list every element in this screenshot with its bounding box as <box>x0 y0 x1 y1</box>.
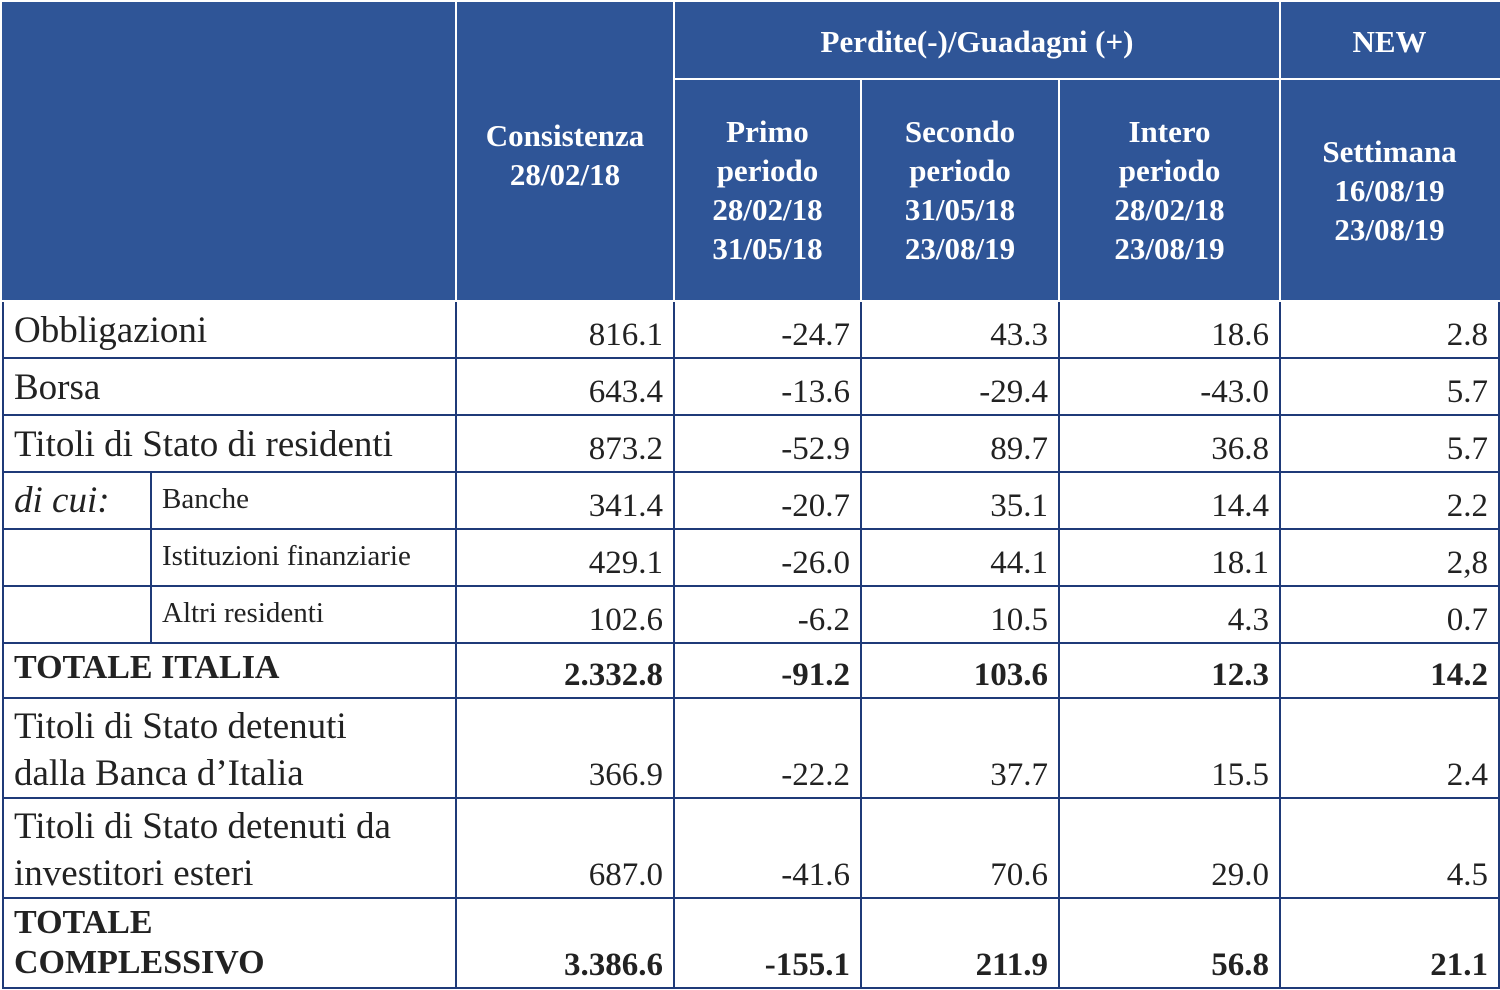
value-consistenza: 2.332.8 <box>455 642 675 699</box>
header-corner <box>2 2 457 302</box>
value-consistenza: 816.1 <box>455 300 675 359</box>
value-secondo: 35.1 <box>860 471 1060 530</box>
value-primo: -26.0 <box>673 528 862 587</box>
row-label: Titoli di Stato detenuti dalla Banca d’It… <box>2 697 457 799</box>
value-intero: 56.8 <box>1057 897 1282 989</box>
value-intero: 18.6 <box>1057 300 1282 359</box>
value-primo: -52.9 <box>673 414 862 473</box>
value-settimana: 2.8 <box>1279 300 1500 359</box>
row-label: Borsa <box>2 357 457 416</box>
table-row: Obbligazioni 816.1 -24.7 43.3 18.6 2.8 <box>2 300 1500 359</box>
table-row: Titoli di Stato detenuti da investitori e… <box>2 797 1500 899</box>
value-primo: -41.6 <box>673 797 862 899</box>
row-label: Titoli di Stato detenuti da investitori e… <box>2 797 457 899</box>
value-consistenza: 687.0 <box>455 797 675 899</box>
value-secondo: 37.7 <box>860 697 1060 799</box>
empty-cell <box>2 585 152 644</box>
value-intero: 15.5 <box>1057 697 1282 799</box>
value-settimana: 5.7 <box>1279 357 1500 416</box>
header-settimana: Settimana 16/08/19 23/08/19 <box>1279 78 1500 302</box>
value-primo: -6.2 <box>673 585 862 644</box>
value-consistenza: 341.4 <box>455 471 675 530</box>
value-intero: 12.3 <box>1057 642 1282 699</box>
value-intero: 14.4 <box>1057 471 1282 530</box>
value-consistenza: 643.4 <box>455 357 675 416</box>
value-settimana: 5.7 <box>1279 414 1500 473</box>
value-secondo: 70.6 <box>860 797 1060 899</box>
table-row: Titoli di Stato detenuti dalla Banca d’It… <box>2 697 1500 799</box>
table-row: Borsa 643.4 -13.6 -29.4 -43.0 5.7 <box>2 357 1500 416</box>
table-row: Titoli di Stato di residenti 873.2 -52.9… <box>2 414 1500 473</box>
value-secondo: -29.4 <box>860 357 1060 416</box>
row-label: TOTALE ITALIA <box>2 642 457 699</box>
value-secondo: 10.5 <box>860 585 1060 644</box>
value-settimana: 2,8 <box>1279 528 1500 587</box>
value-primo: -13.6 <box>673 357 862 416</box>
row-label: TOTALE COMPLESSIVO <box>2 897 457 989</box>
header-secondo-periodo: Secondo periodo 31/05/18 23/08/19 <box>860 78 1060 302</box>
value-intero: 36.8 <box>1057 414 1282 473</box>
value-consistenza: 3.386.6 <box>455 897 675 989</box>
value-consistenza: 102.6 <box>455 585 675 644</box>
value-primo: -91.2 <box>673 642 862 699</box>
row-label: Obbligazioni <box>2 300 457 359</box>
row-prefix-di-cui: di cui: <box>2 471 152 530</box>
value-settimana: 4.5 <box>1279 797 1500 899</box>
header-perdite-guadagni: Perdite(-)/Guadagni (+) <box>672 2 1282 80</box>
header-primo-periodo: Primo periodo 28/02/18 31/05/18 <box>673 78 862 302</box>
header-row-2: Primo periodo 28/02/18 31/05/18 Secondo peri… <box>3 78 1500 302</box>
value-secondo: 103.6 <box>860 642 1060 699</box>
value-consistenza: 366.9 <box>455 697 675 799</box>
value-consistenza: 429.1 <box>455 528 675 587</box>
header-row-1: Consistenza 28/02/18 Perdite(-)/Guadagni … <box>2 2 1500 302</box>
value-settimana: 0.7 <box>1279 585 1500 644</box>
value-primo: -155.1 <box>673 897 862 989</box>
value-settimana: 2.2 <box>1279 471 1500 530</box>
value-intero: 18.1 <box>1057 528 1282 587</box>
value-secondo: 43.3 <box>860 300 1060 359</box>
value-primo: -22.2 <box>673 697 862 799</box>
table-row: Istituzioni finanziarie 429.1 -26.0 44.1… <box>2 528 1500 587</box>
value-primo: -20.7 <box>673 471 862 530</box>
header-new: NEW <box>1279 2 1500 80</box>
value-intero: 29.0 <box>1057 797 1282 899</box>
value-consistenza: 873.2 <box>455 414 675 473</box>
table-row-grand-total: TOTALE COMPLESSIVO 3.386.6 -155.1 211.9 5… <box>2 897 1500 989</box>
row-label: Istituzioni finanziarie <box>150 528 457 587</box>
value-primo: -24.7 <box>673 300 862 359</box>
empty-cell <box>2 528 152 587</box>
value-intero: 4.3 <box>1057 585 1282 644</box>
row-label: Altri residenti <box>150 585 457 644</box>
value-secondo: 89.7 <box>860 414 1060 473</box>
value-settimana: 14.2 <box>1279 642 1500 699</box>
value-settimana: 2.4 <box>1279 697 1500 799</box>
table-row-total: TOTALE ITALIA 2.332.8 -91.2 103.6 12.3 1… <box>2 642 1500 699</box>
row-label: Titoli di Stato di residenti <box>2 414 457 473</box>
header-intero-periodo: Intero periodo 28/02/18 23/08/19 <box>1057 78 1282 302</box>
value-intero: -43.0 <box>1057 357 1282 416</box>
table-row: di cui: Banche 341.4 -20.7 35.1 14.4 2.2 <box>2 471 1500 530</box>
table-row: Altri residenti 102.6 -6.2 10.5 4.3 0.7 <box>2 585 1500 644</box>
value-secondo: 211.9 <box>860 897 1060 989</box>
value-secondo: 44.1 <box>860 528 1060 587</box>
value-settimana: 21.1 <box>1279 897 1500 989</box>
header-consistenza: Consistenza 28/02/18 <box>455 2 675 302</box>
row-label: Banche <box>150 471 457 530</box>
